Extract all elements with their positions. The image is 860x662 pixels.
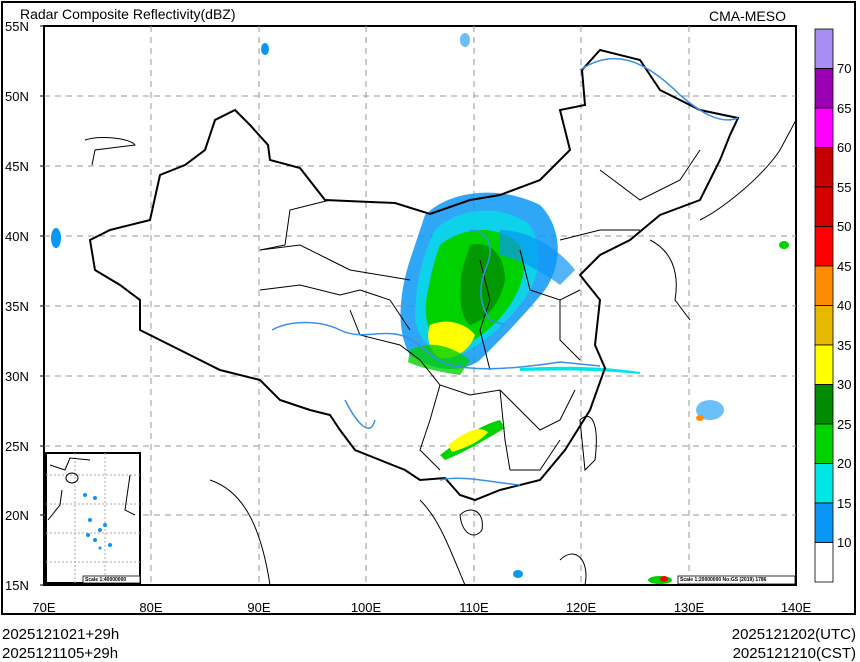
scale-box bbox=[677, 575, 796, 585]
lon-label-130e: 130E bbox=[673, 600, 705, 615]
lon-label-110e: 110E bbox=[459, 600, 489, 615]
coastlines bbox=[84, 119, 797, 586]
colorbar-tick-40: 40 bbox=[837, 298, 852, 313]
axis-ticks bbox=[40, 25, 44, 586]
colorbar-tick-50: 50 bbox=[837, 219, 852, 234]
lat-label-40n: 40N bbox=[5, 229, 29, 244]
lon-label-140e: 140E bbox=[780, 600, 812, 615]
main-scale-label: Scale 1:20000000 No:GS (2019) 1786 bbox=[680, 577, 767, 583]
inset-scale-label: Scale 1:40000000 bbox=[85, 577, 127, 583]
lat-label-55n: 55N bbox=[5, 19, 29, 34]
china-boundary bbox=[88, 48, 740, 502]
lon-label-80e: 80E bbox=[139, 600, 163, 615]
valid-time-utc: 2025121202(UTC) bbox=[731, 626, 856, 643]
colorbar-tick-25: 25 bbox=[837, 417, 852, 432]
colorbar-tick-45: 45 bbox=[837, 259, 852, 274]
colorbar bbox=[814, 28, 834, 583]
colorbar-tick-30: 30 bbox=[837, 377, 852, 392]
lon-label-120e: 120E bbox=[565, 600, 597, 615]
lat-label-30n: 30N bbox=[5, 369, 29, 384]
valid-time-cst: 2025121210(CST) bbox=[732, 645, 856, 662]
province-boundaries bbox=[259, 149, 701, 471]
lat-label-20n: 20N bbox=[5, 508, 29, 523]
colorbar-tick-20: 20 bbox=[837, 456, 852, 471]
radar-echoes bbox=[51, 33, 789, 584]
lat-label-50n: 50N bbox=[5, 89, 29, 104]
lat-label-45n: 45N bbox=[5, 159, 29, 174]
colorbar-tick-55: 55 bbox=[837, 180, 852, 195]
inset-south-china-sea bbox=[45, 452, 141, 584]
init-time-cst: 2025121105+29h bbox=[2, 645, 119, 662]
lon-label-70e: 70E bbox=[32, 600, 56, 615]
colorbar-tick-35: 35 bbox=[837, 338, 852, 353]
colorbar-tick-70: 70 bbox=[837, 61, 852, 76]
colorbar-tick-15: 15 bbox=[837, 496, 852, 511]
colorbar-tick-10: 10 bbox=[837, 535, 852, 550]
lat-label-35n: 35N bbox=[5, 299, 29, 314]
colorbar-tick-60: 60 bbox=[837, 140, 852, 155]
chart-title: Radar Composite Reflectivity(dBZ) bbox=[20, 6, 236, 22]
rivers bbox=[271, 57, 739, 486]
lon-label-100e: 100E bbox=[350, 600, 382, 615]
lon-label-90e: 90E bbox=[247, 600, 271, 615]
model-label: CMA-MESO bbox=[709, 8, 786, 24]
lat-label-25n: 25N bbox=[5, 439, 29, 454]
lat-label-15n: 15N bbox=[5, 578, 29, 593]
init-time-utc: 2025121021+29h bbox=[2, 626, 120, 643]
figure-frame bbox=[1, 1, 856, 615]
colorbar-tick-65: 65 bbox=[837, 101, 852, 116]
